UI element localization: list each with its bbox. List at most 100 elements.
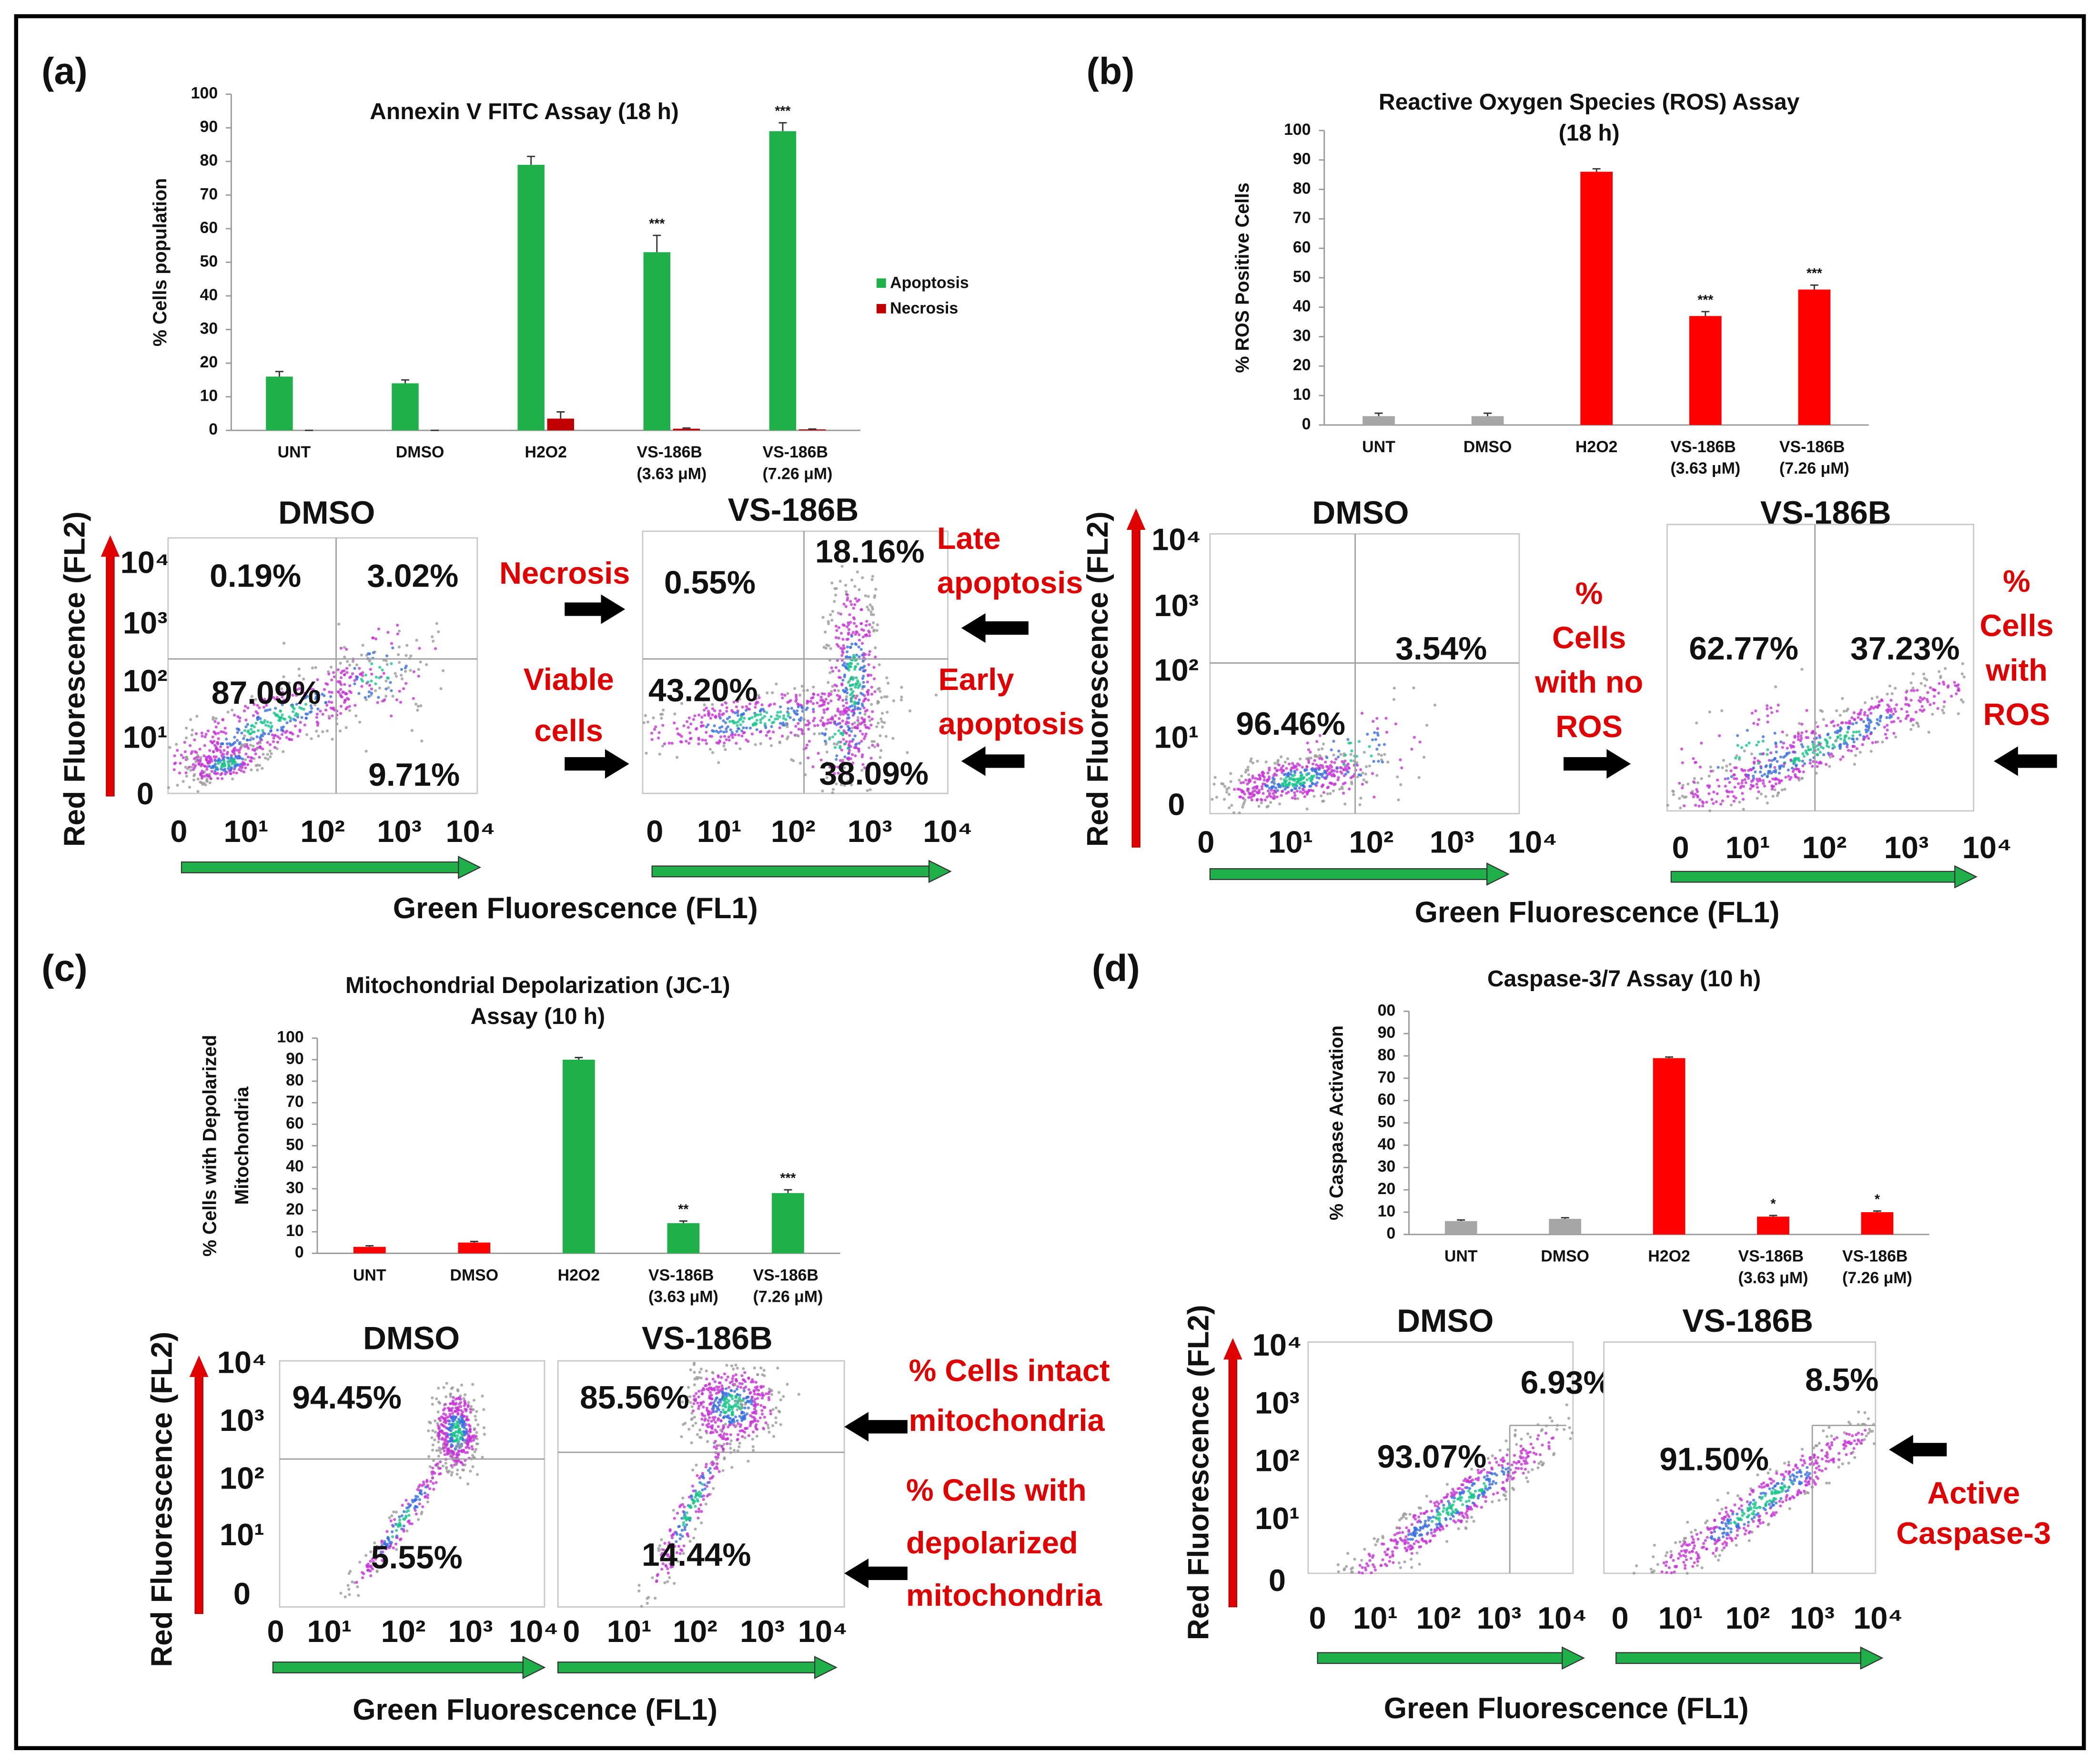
annotation: apoptosis [937,565,1083,600]
event-dot [450,1471,454,1474]
event-dot [1886,692,1889,696]
event-dot [185,726,188,730]
event-dot [329,695,333,699]
event-dot [1253,789,1257,792]
event-dot [715,741,718,744]
event-dot [1241,805,1244,809]
event-dot [1529,1435,1532,1439]
event-dot [1839,758,1842,761]
event-dot [266,741,269,744]
event-dot [733,1449,736,1452]
event-dot [1255,785,1259,788]
event-dot [217,731,220,735]
event-dot [281,703,284,707]
event-dot [1953,680,1956,684]
event-dot [705,1462,708,1466]
event-dot [1345,1565,1348,1568]
event-dot [384,687,388,690]
event-dot [417,668,420,671]
event-dot [1307,789,1311,792]
x-tick-label: VS-186B (7.26 μM) [1842,1247,1912,1287]
annotation: mitochondria [909,1403,1105,1438]
event-dot [742,1367,745,1370]
event-dot [745,1397,748,1400]
event-dot [282,699,286,702]
event-dot [1707,786,1711,789]
event-dot [858,638,861,642]
event-dot [437,1387,440,1390]
event-dot [872,629,876,633]
event-dot [1955,692,1958,696]
event-dot [732,1405,736,1408]
event-dot [293,707,296,710]
event-dot [1686,782,1690,786]
event-dot [308,710,312,714]
event-dot [838,579,842,583]
event-dot [272,740,275,743]
event-dot [343,655,346,659]
event-dot [1797,722,1801,725]
event-dot [1736,734,1739,737]
event-dot [763,722,767,726]
event-dot [1357,1570,1361,1574]
y-tick-label: 90 [286,1050,304,1068]
event-dot [1733,786,1737,789]
event-dot [729,1439,733,1442]
y-tick-label: 90 [200,118,218,136]
event-dot [1838,714,1842,717]
event-dot [324,701,327,704]
event-dot [686,1532,689,1536]
event-dot [457,1444,461,1448]
event-dot [1800,777,1804,780]
event-dot [1279,777,1282,780]
event-dot [1375,717,1379,720]
significance-label: * [1770,1196,1776,1211]
event-dot [1383,743,1386,746]
event-dot [1368,764,1371,768]
event-dot [1268,787,1271,790]
bar [266,376,293,431]
bar [1580,172,1613,425]
event-dot [850,704,854,708]
event-dot [884,735,888,738]
event-dot [194,732,198,735]
event-dot [856,599,859,603]
event-dot [1805,709,1808,712]
event-dot [398,1523,401,1527]
event-dot [339,676,343,679]
event-dot [747,1388,751,1391]
event-dot [642,721,646,724]
event-dot [428,1465,432,1469]
event-dot [908,709,912,712]
event-dot [739,1423,743,1427]
event-dot [656,1573,659,1576]
event-dot [1330,748,1333,751]
event-dot [693,714,697,718]
event-dot [1533,1460,1536,1464]
event-dot [713,724,716,728]
event-dot [1488,1480,1491,1483]
chart-title: Annexin V FITC Assay (18 h) [370,99,679,124]
event-dot [263,756,267,760]
bar [517,164,545,431]
event-dot [1305,765,1309,768]
event-dot [330,701,333,704]
event-dot [680,1435,683,1439]
event-dot [1932,701,1936,705]
event-dot [712,1487,715,1490]
event-dot [233,741,237,744]
event-dot [816,701,819,705]
event-dot [1342,791,1345,795]
event-dot [1430,1531,1433,1535]
event-dot [1321,747,1324,750]
event-dot [1485,1474,1489,1478]
event-dot [760,1409,764,1412]
event-dot [722,744,726,748]
event-dot [414,1512,418,1516]
event-dot [872,621,875,625]
event-dot [370,672,374,676]
event-dot [475,1431,478,1434]
event-dot [1465,1520,1468,1523]
event-dot [445,1466,448,1469]
event-dot [658,752,661,756]
